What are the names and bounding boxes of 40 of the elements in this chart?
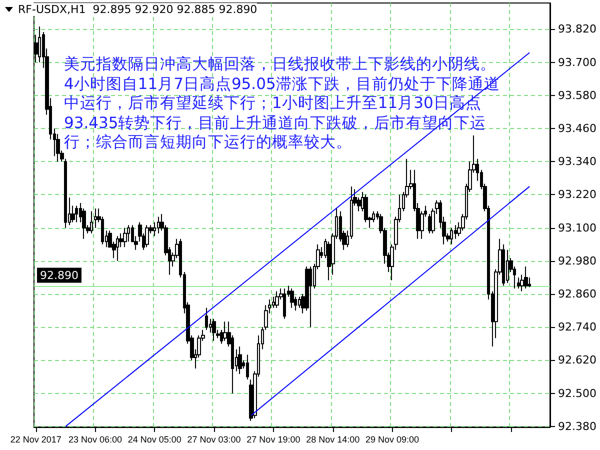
candlestick [123,227,127,248]
y-tick-label: 92.500 [558,386,596,400]
candlestick [275,290,279,308]
x-tick-label: 27 Nov 03:00 [187,434,241,444]
y-tick-label: 92.620 [558,354,596,367]
y-tick-label: 93.340 [558,155,596,168]
ref-line-label: 92.890 [40,268,78,282]
y-tick-label: 93.700 [558,56,596,69]
y-tick-label: 93.580 [558,88,596,102]
candlestick [450,227,453,245]
candlestick [246,354,249,380]
y-tick-label: 92.980 [558,254,596,268]
x-tick-label: 29 Nov 09:00 [365,434,420,444]
y-tick-label: 93.460 [558,122,596,136]
candlestick [116,236,119,262]
candlestick [238,346,242,375]
candlestick [290,288,294,308]
y-tick-label: 92.740 [558,320,596,334]
y-tick-label: 93.820 [558,22,596,36]
x-tick-label: 27 Nov 19:00 [246,434,300,444]
x-tick-label: 22 Nov 2017 [10,434,62,444]
candlestick [517,276,520,290]
candlestick [205,307,208,330]
candlestick [283,288,286,320]
y-tick-label: 92.380 [558,420,596,433]
candlestick [94,208,97,228]
candlestick [212,318,216,342]
candlestick [75,205,78,223]
x-tick-label: 24 Nov 05:00 [128,434,182,444]
y-tick-label: 92.860 [558,288,596,301]
candlestick [157,216,160,234]
chart-title: RF-USDX,H1 92.895 92.920 92.885 92.890 [18,3,258,16]
candlestick [309,266,312,328]
candlestick [145,224,149,248]
x-tick-label: 28 Nov 14:00 [306,434,360,444]
x-tick-label: 23 Nov 06:00 [68,434,122,444]
y-tick-label: 93.220 [558,188,596,202]
candlestick [524,266,528,290]
candlestick [90,210,93,234]
y-tick-label: 93.100 [558,221,596,234]
